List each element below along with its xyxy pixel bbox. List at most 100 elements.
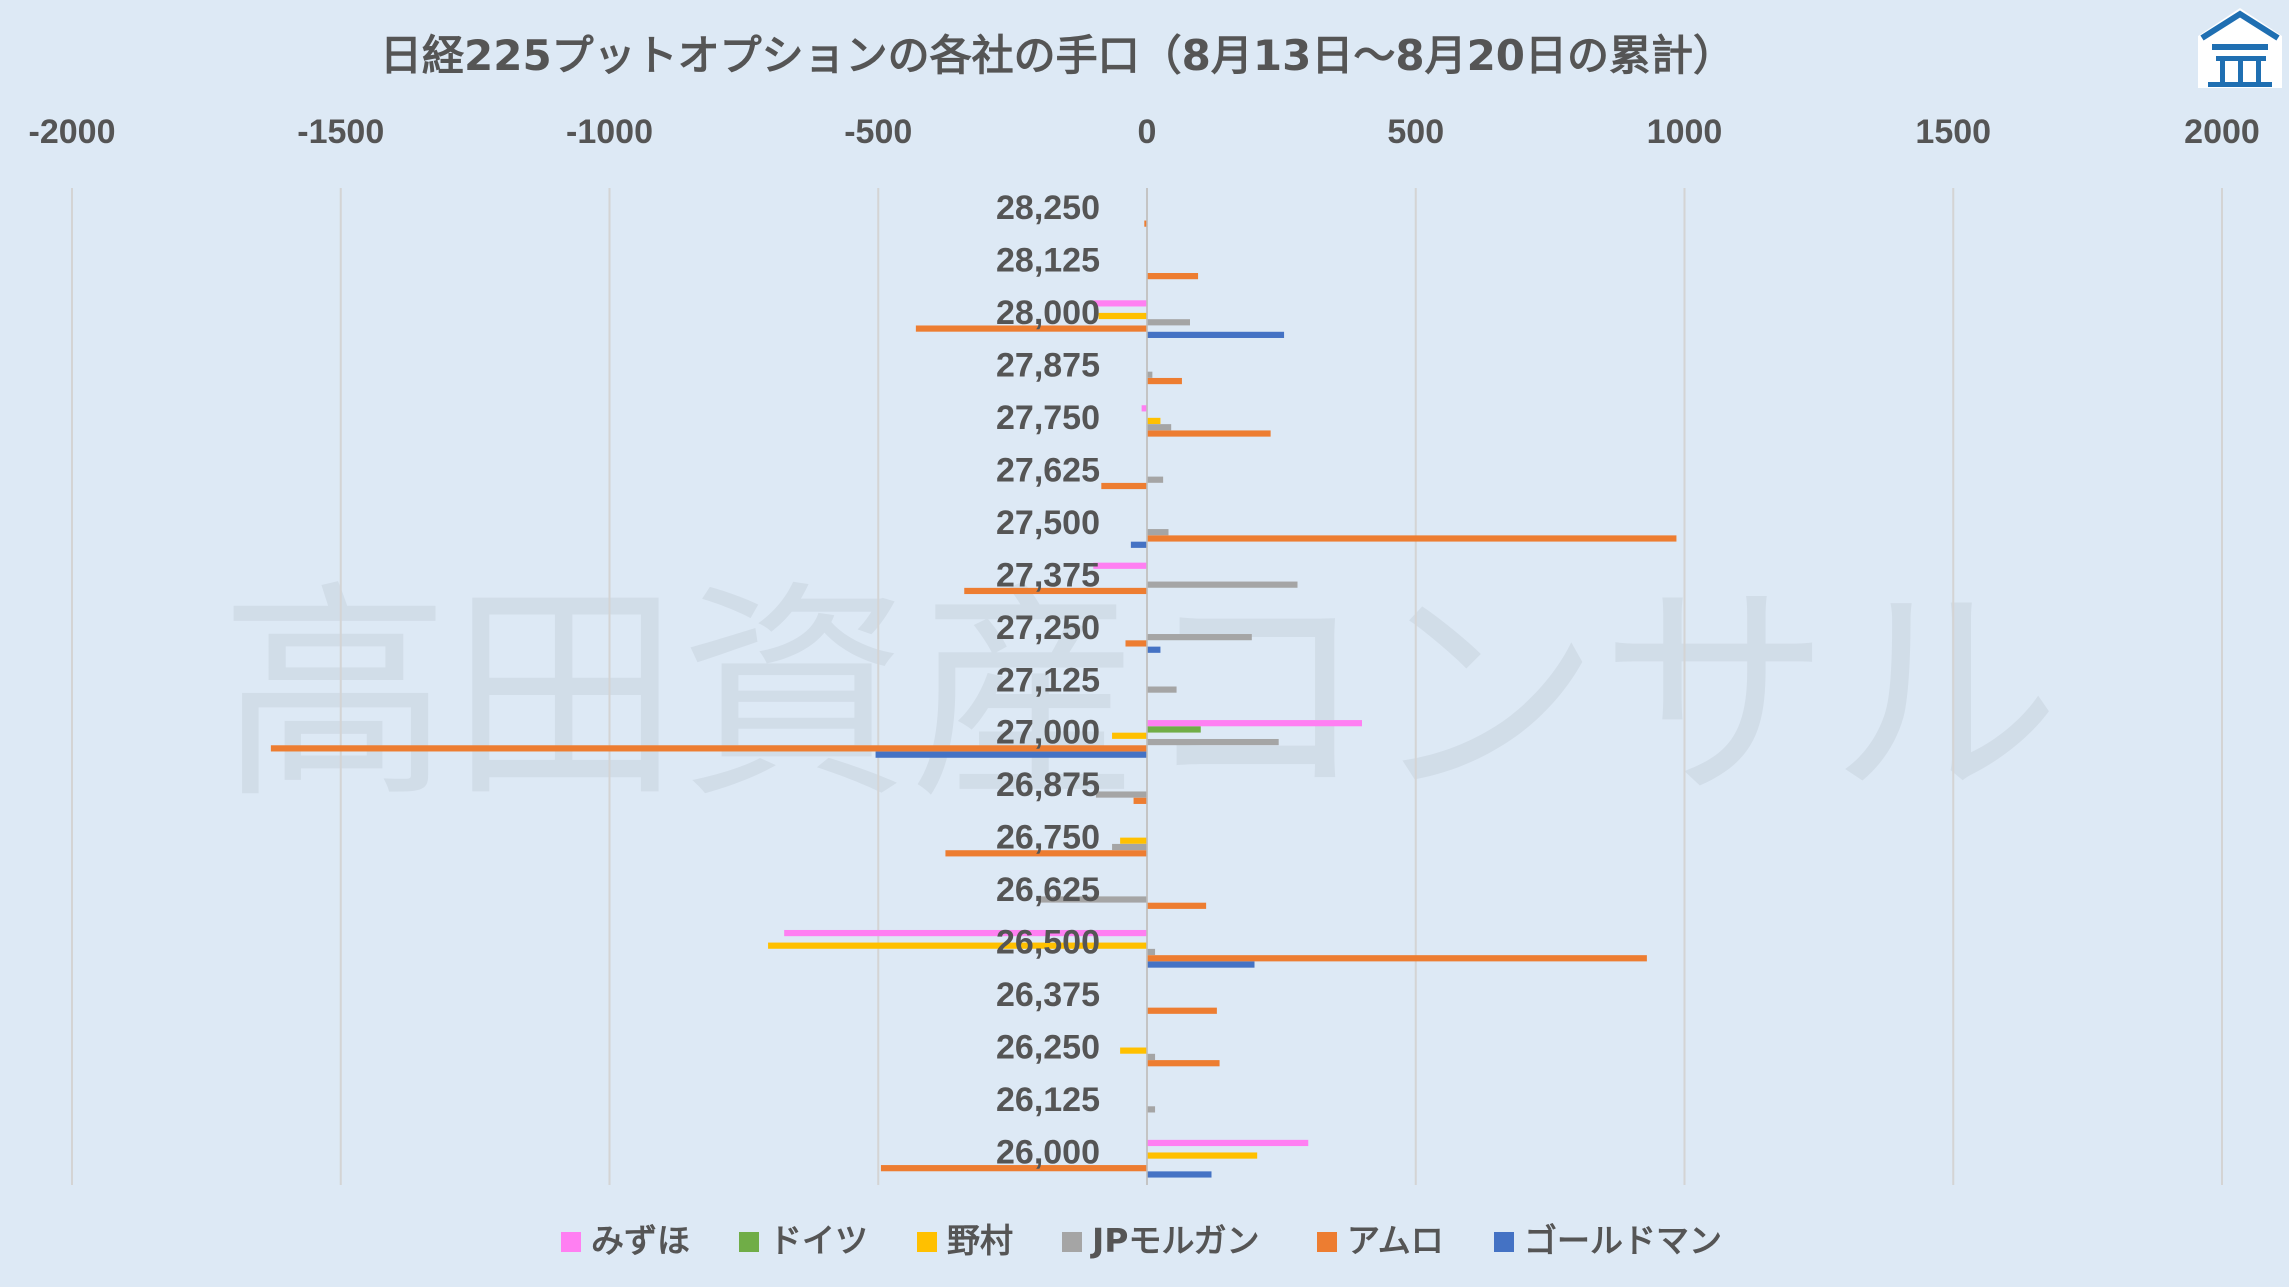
y-tick-label: 28,125: [996, 241, 1100, 279]
bar: [1147, 902, 1207, 909]
bar: [1147, 476, 1164, 483]
y-tick-label: 26,500: [996, 924, 1100, 962]
bar: [1147, 686, 1177, 693]
logo-icon: [2198, 8, 2282, 88]
bar: [880, 1165, 1147, 1172]
bar: [1133, 797, 1147, 804]
legend[interactable]: みずほ ドイツ 野村 JPモルガン アムロ ゴールドマン: [561, 1221, 1722, 1260]
y-tick-label: 28,250: [996, 189, 1100, 227]
bar: [1147, 535, 1677, 542]
bar: [1130, 541, 1147, 548]
y-tick-label: 26,250: [996, 1029, 1100, 1067]
bar: [1147, 1007, 1217, 1014]
legend-swatch: [1317, 1232, 1337, 1252]
bar: [1147, 371, 1153, 378]
legend-label: アムロ: [1347, 1221, 1444, 1260]
bars: [270, 188, 1677, 1185]
bar: [1112, 732, 1147, 739]
legend-label: JPモルガン: [1090, 1221, 1259, 1260]
bar: [1147, 1171, 1212, 1178]
bar: [1098, 312, 1147, 320]
legend-label: ドイツ: [769, 1221, 868, 1260]
bar: [1147, 319, 1190, 326]
bar: [1141, 405, 1147, 412]
watermark-text: 高田資産コンサル: [220, 563, 2060, 830]
bar: [1120, 837, 1147, 844]
bar: [1147, 377, 1182, 385]
bar: [1147, 1139, 1309, 1147]
bar: [1093, 300, 1147, 307]
y-tick-label: 27,750: [996, 399, 1100, 437]
legend-item[interactable]: ゴールドマン: [1494, 1221, 1722, 1260]
bar: [1147, 331, 1285, 338]
y-tick-label: 27,500: [996, 504, 1100, 542]
bar: [270, 745, 1147, 752]
bar: [1147, 738, 1279, 746]
legend-swatch: [561, 1232, 581, 1252]
y-tick-label: 27,625: [996, 451, 1100, 489]
bar: [1101, 482, 1147, 490]
legend-item[interactable]: JPモルガン: [1062, 1221, 1259, 1260]
y-tick-label: 26,000: [996, 1134, 1100, 1172]
x-tick-label: -1000: [566, 113, 653, 151]
y-tick-label: 27,250: [996, 609, 1100, 647]
x-tick-label: -2000: [29, 113, 116, 151]
bar: [768, 942, 1147, 949]
legend-item[interactable]: 野村: [917, 1221, 1013, 1260]
bar: [1147, 1106, 1156, 1113]
y-tick-label: 27,875: [996, 346, 1100, 384]
bar: [1147, 948, 1156, 956]
x-tick-label: 2000: [2184, 113, 2260, 151]
chart-title: 日経225プットオプションの各社の手口（8月13日～8月20日の累計）: [380, 31, 1735, 80]
x-tick-label: 1000: [1647, 113, 1723, 151]
x-tick-label: 0: [1138, 113, 1157, 151]
bar: [1147, 955, 1647, 962]
bar: [1039, 896, 1147, 903]
bar: [784, 929, 1147, 937]
bar: [945, 850, 1147, 857]
bar: [1147, 430, 1271, 437]
x-tick-label: -500: [844, 113, 912, 151]
bar: [1147, 726, 1201, 733]
legend-item[interactable]: アムロ: [1317, 1221, 1444, 1260]
legend-swatch: [1062, 1232, 1082, 1252]
x-axis-tick-labels: -2000 -1500 -1000 -500 0 500 1000 1500 2000: [29, 113, 2260, 151]
y-tick-label: 27,000: [996, 714, 1100, 752]
bar: [1147, 424, 1172, 431]
bar: [1147, 581, 1298, 588]
bar: [1125, 640, 1147, 647]
bar: [1147, 720, 1362, 727]
y-tick-label: 26,875: [996, 766, 1100, 804]
bar: [1112, 843, 1147, 851]
bar: [1147, 1053, 1156, 1061]
bar: [1095, 791, 1147, 798]
y-tick-label: 27,125: [996, 661, 1100, 699]
bar: [964, 587, 1147, 595]
bar: [875, 751, 1147, 758]
bar: [1147, 417, 1161, 425]
y-tick-label: 26,625: [996, 871, 1100, 909]
bar: [915, 325, 1147, 332]
bar: [1147, 634, 1252, 641]
bar: [1147, 646, 1161, 653]
y-tick-label: 26,125: [996, 1081, 1100, 1119]
legend-swatch: [1494, 1232, 1514, 1252]
x-tick-label: 1500: [1915, 113, 1991, 151]
bar: [1147, 1060, 1220, 1067]
bar: [1120, 1047, 1147, 1054]
legend-item[interactable]: ドイツ: [739, 1221, 868, 1260]
y-tick-label: 27,375: [996, 556, 1100, 594]
legend-swatch: [917, 1232, 937, 1252]
y-axis-tick-labels: 28,250 28,125 28,000 27,875 27,750 27,625 27,5…: [996, 189, 1100, 1172]
x-tick-label: -1500: [297, 113, 384, 151]
y-tick-label: 26,375: [996, 976, 1100, 1014]
legend-swatch: [739, 1232, 759, 1252]
legend-label: 野村: [947, 1221, 1013, 1260]
bar: [1147, 961, 1255, 968]
bar: [1147, 273, 1199, 280]
y-tick-label: 26,750: [996, 819, 1100, 857]
legend-item[interactable]: みずほ: [561, 1221, 690, 1260]
y-tick-label: 28,000: [996, 294, 1100, 332]
